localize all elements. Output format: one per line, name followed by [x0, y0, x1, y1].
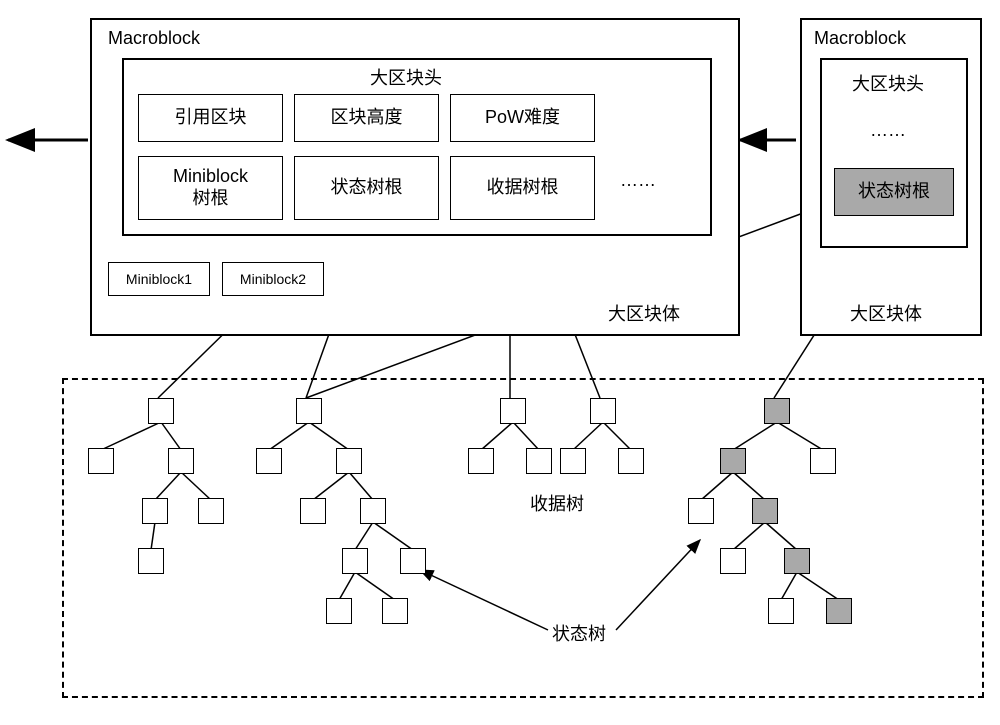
miniblock-1: Miniblock1	[108, 262, 210, 296]
receipt-tree-2-node	[560, 448, 586, 474]
state-tree-2-node	[400, 548, 426, 574]
macroblock-left-body-label: 大区块体	[608, 300, 680, 326]
label-receipt-tree: 收据树	[530, 490, 584, 516]
state-tree-1-node	[88, 448, 114, 474]
macroblock-left-header-title: 大区块头	[370, 64, 442, 90]
macroblock-right-body-label: 大区块体	[850, 300, 922, 326]
state-tree-1-node	[198, 498, 224, 524]
state-tree-right-node	[764, 398, 790, 424]
state-tree-right-node	[826, 598, 852, 624]
field-block-height: 区块高度	[294, 94, 439, 142]
receipt-tree-1-node	[500, 398, 526, 424]
receipt-tree-2-node	[590, 398, 616, 424]
state-tree-1-node	[142, 498, 168, 524]
state-tree-right-node	[752, 498, 778, 524]
ellipsis-left: ……	[620, 170, 656, 191]
state-tree-1-node	[148, 398, 174, 424]
state-tree-2-node	[326, 598, 352, 624]
state-tree-right-node	[784, 548, 810, 574]
macroblock-right-title: Macroblock	[814, 28, 906, 49]
macroblock-left-title: Macroblock	[108, 28, 200, 49]
macroblock-right-header-title: 大区块头	[852, 70, 924, 96]
field-state-root-left: 状态树根	[294, 156, 439, 220]
state-tree-2-node	[336, 448, 362, 474]
receipt-tree-2-node	[618, 448, 644, 474]
field-pow-difficulty: PoW难度	[450, 94, 595, 142]
state-tree-2-node	[360, 498, 386, 524]
state-tree-1-node	[138, 548, 164, 574]
state-tree-right-node	[688, 498, 714, 524]
state-tree-right-node	[720, 548, 746, 574]
state-tree-2-node	[296, 398, 322, 424]
state-tree-2-node	[342, 548, 368, 574]
field-receipt-root: 收据树根	[450, 156, 595, 220]
label-state-tree: 状态树	[552, 620, 606, 646]
state-tree-right-node	[768, 598, 794, 624]
state-tree-2-node	[382, 598, 408, 624]
miniblock-2: Miniblock2	[222, 262, 324, 296]
ellipsis-right: ……	[870, 120, 906, 141]
field-ref-block: 引用区块	[138, 94, 283, 142]
field-miniblock-root: Miniblock 树根	[138, 156, 283, 220]
state-tree-2-node	[256, 448, 282, 474]
field-state-root-right: 状态树根	[834, 168, 954, 216]
state-tree-right-node	[810, 448, 836, 474]
state-tree-1-node	[168, 448, 194, 474]
receipt-tree-1-node	[468, 448, 494, 474]
state-tree-right-node	[720, 448, 746, 474]
state-tree-2-node	[300, 498, 326, 524]
db-storage-region	[62, 378, 984, 698]
receipt-tree-1-node	[526, 448, 552, 474]
